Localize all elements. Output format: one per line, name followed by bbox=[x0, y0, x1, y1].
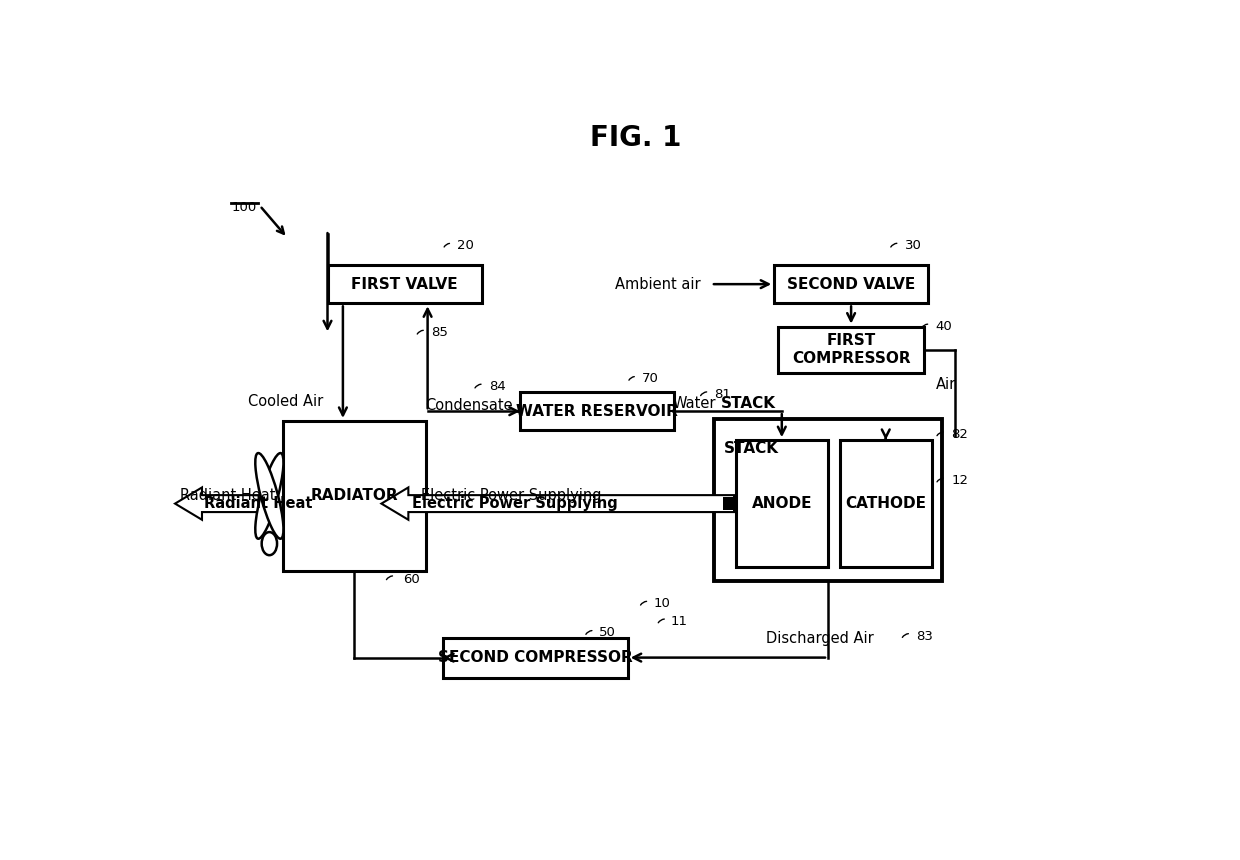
Text: 81: 81 bbox=[714, 388, 730, 401]
Ellipse shape bbox=[255, 453, 284, 538]
Text: CATHODE: CATHODE bbox=[846, 496, 926, 511]
Text: FIRST
COMPRESSOR: FIRST COMPRESSOR bbox=[792, 334, 910, 366]
Text: FIG. 1: FIG. 1 bbox=[590, 124, 681, 152]
Text: Electric Power Supplying: Electric Power Supplying bbox=[422, 488, 601, 503]
Text: STACK: STACK bbox=[720, 396, 775, 411]
Bar bbox=[283, 421, 425, 571]
Text: Radiant Heat: Radiant Heat bbox=[205, 496, 312, 511]
Text: Ambient air: Ambient air bbox=[615, 277, 701, 292]
Text: 82: 82 bbox=[951, 427, 968, 441]
Ellipse shape bbox=[262, 532, 277, 556]
Bar bbox=[327, 265, 481, 304]
Ellipse shape bbox=[255, 453, 284, 538]
FancyArrow shape bbox=[175, 488, 259, 519]
Text: FIRST VALVE: FIRST VALVE bbox=[351, 277, 458, 292]
Text: Discharged Air: Discharged Air bbox=[766, 631, 874, 646]
Bar bbox=[839, 440, 932, 567]
Text: Water: Water bbox=[672, 396, 715, 411]
Text: SECOND VALVE: SECOND VALVE bbox=[787, 277, 915, 292]
Text: 20: 20 bbox=[456, 239, 474, 252]
Text: 40: 40 bbox=[936, 320, 952, 333]
Text: STACK: STACK bbox=[724, 440, 779, 456]
Text: 10: 10 bbox=[653, 597, 670, 611]
Bar bbox=[777, 327, 924, 372]
Text: RADIATOR: RADIATOR bbox=[311, 488, 398, 503]
Text: 84: 84 bbox=[490, 380, 506, 393]
Text: Air: Air bbox=[936, 377, 956, 392]
Text: ANODE: ANODE bbox=[751, 496, 812, 511]
Text: 100: 100 bbox=[231, 200, 257, 213]
Text: Cooled Air: Cooled Air bbox=[248, 395, 322, 409]
Text: 83: 83 bbox=[916, 630, 934, 643]
FancyArrow shape bbox=[382, 488, 734, 519]
Bar bbox=[723, 497, 735, 510]
Text: 12: 12 bbox=[951, 474, 968, 487]
Text: Electric Power Supplying: Electric Power Supplying bbox=[412, 496, 618, 511]
Bar bbox=[735, 440, 828, 567]
Text: 11: 11 bbox=[670, 615, 687, 628]
Text: 30: 30 bbox=[905, 239, 921, 252]
Bar bbox=[714, 419, 941, 580]
Text: Radiant Heat: Radiant Heat bbox=[180, 488, 275, 503]
Text: 85: 85 bbox=[432, 326, 449, 339]
Text: 60: 60 bbox=[403, 573, 419, 586]
Text: Condensate: Condensate bbox=[424, 398, 512, 414]
Text: 70: 70 bbox=[641, 372, 658, 385]
Bar bbox=[774, 265, 928, 304]
Bar bbox=[520, 392, 675, 431]
Text: 50: 50 bbox=[599, 626, 616, 640]
Text: SECOND COMPRESSOR: SECOND COMPRESSOR bbox=[438, 650, 632, 665]
Text: WATER RESERVOIR: WATER RESERVOIR bbox=[516, 403, 678, 419]
Bar bbox=[443, 637, 627, 678]
